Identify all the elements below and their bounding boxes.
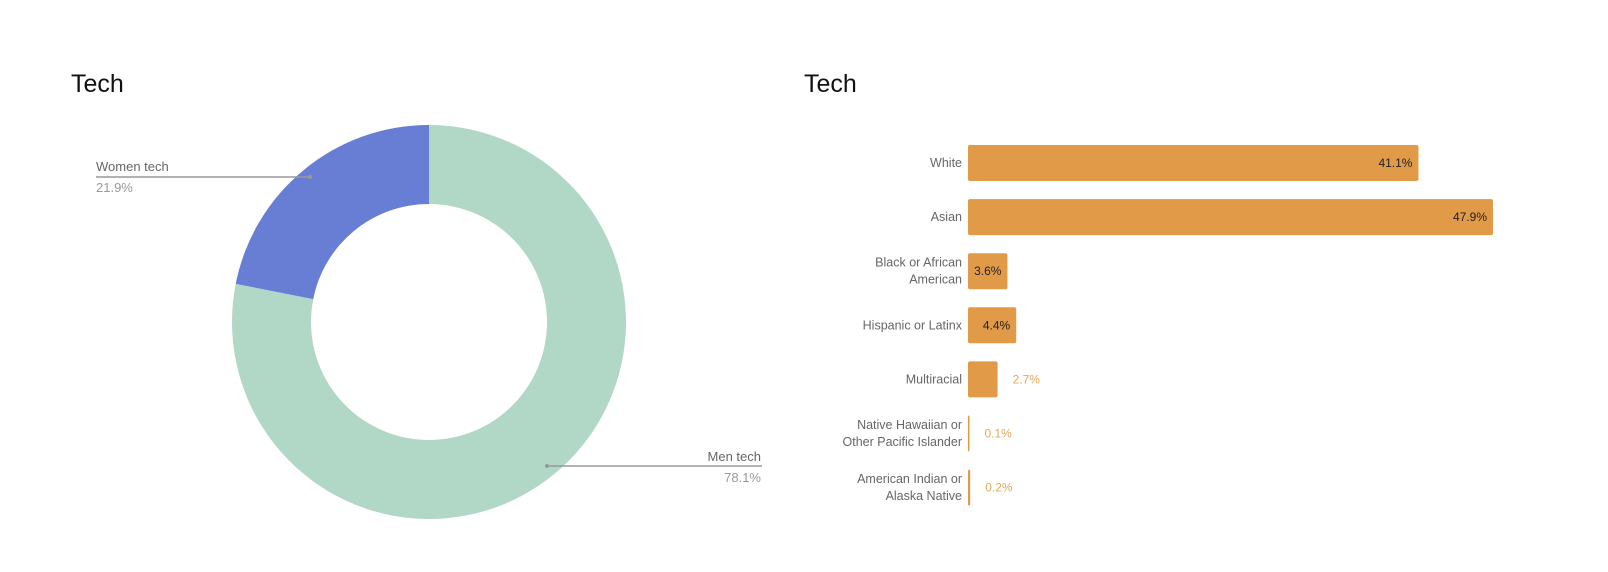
value-label-1: 47.9% <box>1453 210 1487 224</box>
donut-slice-men-tech <box>231 125 626 519</box>
category-label-2: American <box>909 273 962 287</box>
value-label-5: 0.1% <box>985 427 1013 441</box>
men-tech-value: 78.1% <box>724 470 761 485</box>
value-label-4: 2.7% <box>1013 372 1041 386</box>
women-tech-label: Women tech <box>96 159 169 174</box>
men-tech-label: Men tech <box>708 449 761 464</box>
value-label-0: 41.1% <box>1378 156 1412 170</box>
bar-2 <box>968 253 1008 290</box>
category-label-1: Asian <box>931 210 962 224</box>
category-label-5: Native Hawaiian or <box>857 418 962 432</box>
value-label-6: 0.2% <box>985 481 1013 495</box>
category-label-0: White <box>930 156 962 170</box>
bar-4 <box>968 361 998 398</box>
bar-1 <box>968 199 1493 236</box>
bar-3 <box>968 307 1017 344</box>
value-label-2: 3.6% <box>974 264 1002 278</box>
category-label-6: American Indian or <box>857 472 962 486</box>
men-tech-leader-dot <box>545 464 549 468</box>
bar-0 <box>968 145 1419 181</box>
value-label-3: 4.4% <box>983 318 1011 332</box>
donut-slice-women-tech <box>235 124 429 300</box>
women-tech-leader-dot <box>308 175 312 179</box>
category-label-5: Other Pacific Islander <box>843 435 963 449</box>
women-tech-value: 21.9% <box>96 180 133 195</box>
category-label-6: Alaska Native <box>886 489 962 503</box>
donut-chart-title: Tech <box>71 70 124 98</box>
category-label-3: Hispanic or Latinx <box>863 318 963 332</box>
bar-6 <box>968 469 971 506</box>
category-label-2: Black or African <box>875 256 962 270</box>
bar-5 <box>968 415 970 452</box>
category-label-4: Multiracial <box>906 372 962 386</box>
bar-chart-title: Tech <box>804 70 857 98</box>
